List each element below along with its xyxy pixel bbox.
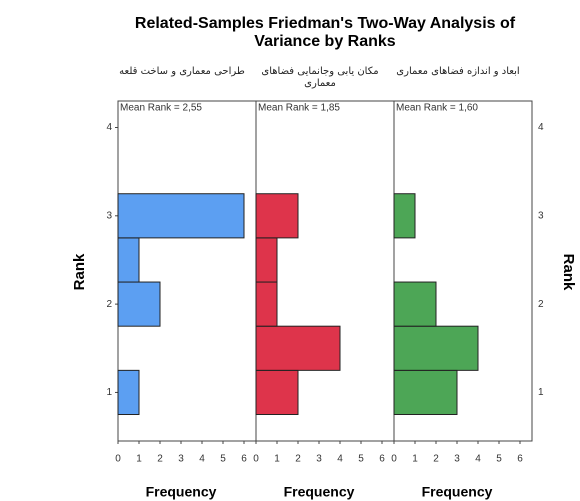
x-tick-label: 0 — [391, 454, 397, 465]
y2-tick-label: 2 — [538, 299, 544, 310]
x-tick-label: 0 — [253, 454, 259, 465]
bar — [256, 326, 340, 370]
bar — [256, 194, 298, 238]
x-tick-label: 3 — [316, 454, 322, 465]
bar — [394, 370, 457, 414]
annotation: Mean Rank = 1,85 — [258, 103, 340, 114]
page: Related-Samples Friedman's Two-Way Analy… — [0, 0, 580, 501]
y-axis-label: Rank — [71, 253, 88, 290]
x-tick-label: 3 — [454, 454, 460, 465]
x-tick-label: 2 — [157, 454, 163, 465]
y-tick-label: 3 — [106, 210, 112, 221]
x-tick-label: 1 — [136, 454, 142, 465]
x-tick-label: 6 — [379, 454, 385, 465]
x-tick-label: 1 — [274, 454, 280, 465]
y-tick-label: 4 — [106, 122, 112, 133]
bar — [118, 370, 139, 414]
chart-title: Related-Samples Friedman's Two-Way Analy… — [135, 15, 516, 32]
x-axis-label: Frequency — [146, 484, 217, 500]
y2-tick-label: 3 — [538, 210, 544, 221]
x-tick-label: 5 — [496, 454, 502, 465]
bar — [256, 282, 277, 326]
bar — [256, 238, 277, 282]
y2-axis-label: Rank — [560, 254, 577, 291]
bar — [118, 238, 139, 282]
panel-title: طراحی معماری و ساخت قلعه — [117, 66, 247, 78]
x-tick-label: 4 — [199, 454, 205, 465]
x-axis-label: Frequency — [284, 484, 355, 500]
y-tick-label: 2 — [106, 299, 112, 310]
x-tick-label: 5 — [358, 454, 364, 465]
chart-subtitle: Variance by Ranks — [254, 33, 396, 50]
x-tick-label: 2 — [433, 454, 439, 465]
x-tick-label: 1 — [412, 454, 418, 465]
plot-frame — [118, 101, 532, 441]
panel-title: مکان یابی وجانمایی فضاهای معماری — [255, 66, 385, 90]
y2-tick-label: 4 — [538, 122, 544, 133]
y2-tick-label: 1 — [538, 387, 544, 398]
x-tick-label: 6 — [241, 454, 247, 465]
bar — [394, 282, 436, 326]
x-tick-label: 6 — [517, 454, 523, 465]
annotation: Mean Rank = 1,60 — [396, 103, 478, 114]
x-tick-label: 3 — [178, 454, 184, 465]
y-tick-label: 1 — [106, 387, 112, 398]
x-tick-label: 0 — [115, 454, 121, 465]
annotation: Mean Rank = 2,55 — [120, 103, 202, 114]
bar — [394, 194, 415, 238]
panel-title: ابعاد و اندازه فضاهای معماری — [393, 66, 523, 78]
x-tick-label: 4 — [475, 454, 481, 465]
bar — [118, 194, 244, 238]
bar — [394, 326, 478, 370]
x-axis-label: Frequency — [422, 484, 493, 500]
bar — [118, 282, 160, 326]
bar — [256, 370, 298, 414]
x-tick-label: 2 — [295, 454, 301, 465]
x-tick-label: 4 — [337, 454, 343, 465]
x-tick-label: 5 — [220, 454, 226, 465]
